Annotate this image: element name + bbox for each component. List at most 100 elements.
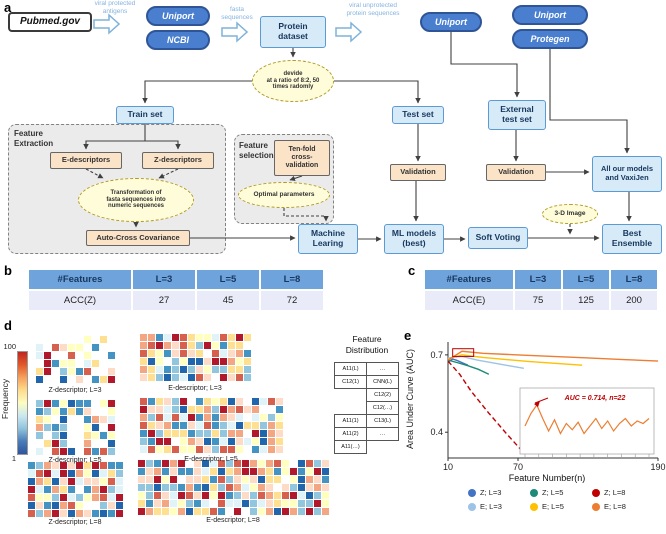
- heatmap-caption: Z-descriptor; L=8: [48, 519, 102, 526]
- legend-dot-icon: [592, 502, 600, 511]
- heatmap-cell: [148, 430, 155, 437]
- legend-dot-icon: [530, 502, 538, 511]
- heatmap-cell: [60, 448, 67, 455]
- label-feature-selection: Feature selection: [239, 141, 274, 160]
- heatmap-cell: [108, 470, 115, 477]
- heatmap-cell: [52, 336, 59, 343]
- heatmap-z-l5: [36, 400, 115, 455]
- heatmap-cell: [108, 494, 115, 501]
- heatmap-cell: [140, 430, 147, 437]
- legend-label: E; L=3: [480, 502, 502, 511]
- heatmap-z-l8: [28, 462, 123, 517]
- feature-distribution-cell: A11(L): [334, 362, 367, 376]
- heatmap-cell: [108, 360, 115, 367]
- heatmap-cell: [108, 510, 115, 517]
- heatmap-cell: [116, 470, 123, 477]
- heatmap-e-l3: [140, 334, 251, 381]
- heatmap-cell: [28, 486, 35, 493]
- heatmap-cell: [260, 446, 267, 453]
- heatmap-cell: [210, 500, 217, 507]
- panel-label-d: d: [4, 318, 12, 333]
- heatmap-cell: [218, 484, 225, 491]
- heatmap-cell: [234, 484, 241, 491]
- table-header-cell: #Features: [424, 269, 514, 290]
- heatmap-cell: [196, 358, 203, 365]
- heatmap-cell: [266, 460, 273, 467]
- heatmap-cell: [156, 430, 163, 437]
- heatmap-cell: [84, 462, 91, 469]
- heatmap-cell: [146, 476, 153, 483]
- table-header-cell: L=5: [562, 269, 610, 290]
- heatmap-cell: [258, 484, 265, 491]
- heatmap-cell: [276, 406, 283, 413]
- heatmap-cell: [68, 352, 75, 359]
- heatmap-cell: [52, 432, 59, 439]
- heatmap-cell: [100, 478, 107, 485]
- node-protein-dataset: Protein dataset: [260, 16, 326, 48]
- heatmap-cell: [116, 486, 123, 493]
- heatmap-cell: [188, 406, 195, 413]
- node-validation-external: Validation: [486, 164, 546, 181]
- heatmap-cell: [28, 462, 35, 469]
- heatmap-cell: [92, 368, 99, 375]
- node-train-set: Train set: [116, 106, 174, 124]
- heatmap-caption: E-descriptor; L=8: [206, 517, 260, 524]
- heatmap-cell: [234, 508, 241, 515]
- heatmap-cell: [218, 508, 225, 515]
- heatmap-cell: [268, 406, 275, 413]
- heatmap-cell: [164, 374, 171, 381]
- node-validation-test: Validation: [390, 164, 446, 181]
- heatmap-cell: [44, 368, 51, 375]
- legend-label: Z; L=5: [542, 488, 564, 497]
- heatmap-cell: [52, 510, 59, 517]
- heatmap-cell: [220, 414, 227, 421]
- heatmap-cell: [220, 406, 227, 413]
- heatmap-cell: [260, 422, 267, 429]
- heatmap-cell: [204, 334, 211, 341]
- heatmap-cell: [188, 334, 195, 341]
- heatmap-cell: [76, 432, 83, 439]
- heatmap-cell: [52, 408, 59, 415]
- x-tick-label: 10: [443, 462, 453, 472]
- heatmap-cell: [204, 342, 211, 349]
- heatmap-cell: [84, 470, 91, 477]
- heatmap-cell: [210, 484, 217, 491]
- heatmap-cell: [196, 374, 203, 381]
- heatmap-cell: [44, 462, 51, 469]
- heatmap-cell: [154, 508, 161, 515]
- heatmap-cell: [204, 406, 211, 413]
- heatmap-cell: [276, 414, 283, 421]
- heatmap-cell: [306, 508, 313, 515]
- note-divide-ratio: devide at a ratio of 8:2, 50 times radom…: [252, 60, 334, 102]
- heatmap-cell: [162, 484, 169, 491]
- heatmap-cell: [196, 350, 203, 357]
- heatmap-cell: [178, 468, 185, 475]
- heatmap-cell: [252, 438, 259, 445]
- heatmap-cell: [76, 336, 83, 343]
- heatmap-cell: [204, 374, 211, 381]
- heatmap-cell: [68, 408, 75, 415]
- heatmap-cell: [220, 350, 227, 357]
- heatmap-cell: [140, 342, 147, 349]
- heatmap-cell: [36, 360, 43, 367]
- heatmap-cell: [274, 468, 281, 475]
- heatmap-cell: [260, 438, 267, 445]
- heatmap-cell: [146, 508, 153, 515]
- heatmap-cell: [84, 336, 91, 343]
- heatmap-cell: [140, 446, 147, 453]
- heatmap-cell: [204, 414, 211, 421]
- heatmap-cell: [260, 430, 267, 437]
- heatmap-cell: [196, 342, 203, 349]
- heatmap-cell: [314, 468, 321, 475]
- heatmap-cell: [52, 360, 59, 367]
- heatmap-cell: [156, 414, 163, 421]
- heatmap-cell: [92, 416, 99, 423]
- heatmap-cell: [322, 468, 329, 475]
- heatmap-cell: [268, 438, 275, 445]
- heatmap-cell: [76, 448, 83, 455]
- heatmap-cell: [138, 460, 145, 467]
- feature-distribution-row: A11(L)…: [334, 362, 399, 376]
- heatmap-cell: [84, 502, 91, 509]
- heatmap-cell: [258, 500, 265, 507]
- heatmap-cell: [306, 476, 313, 483]
